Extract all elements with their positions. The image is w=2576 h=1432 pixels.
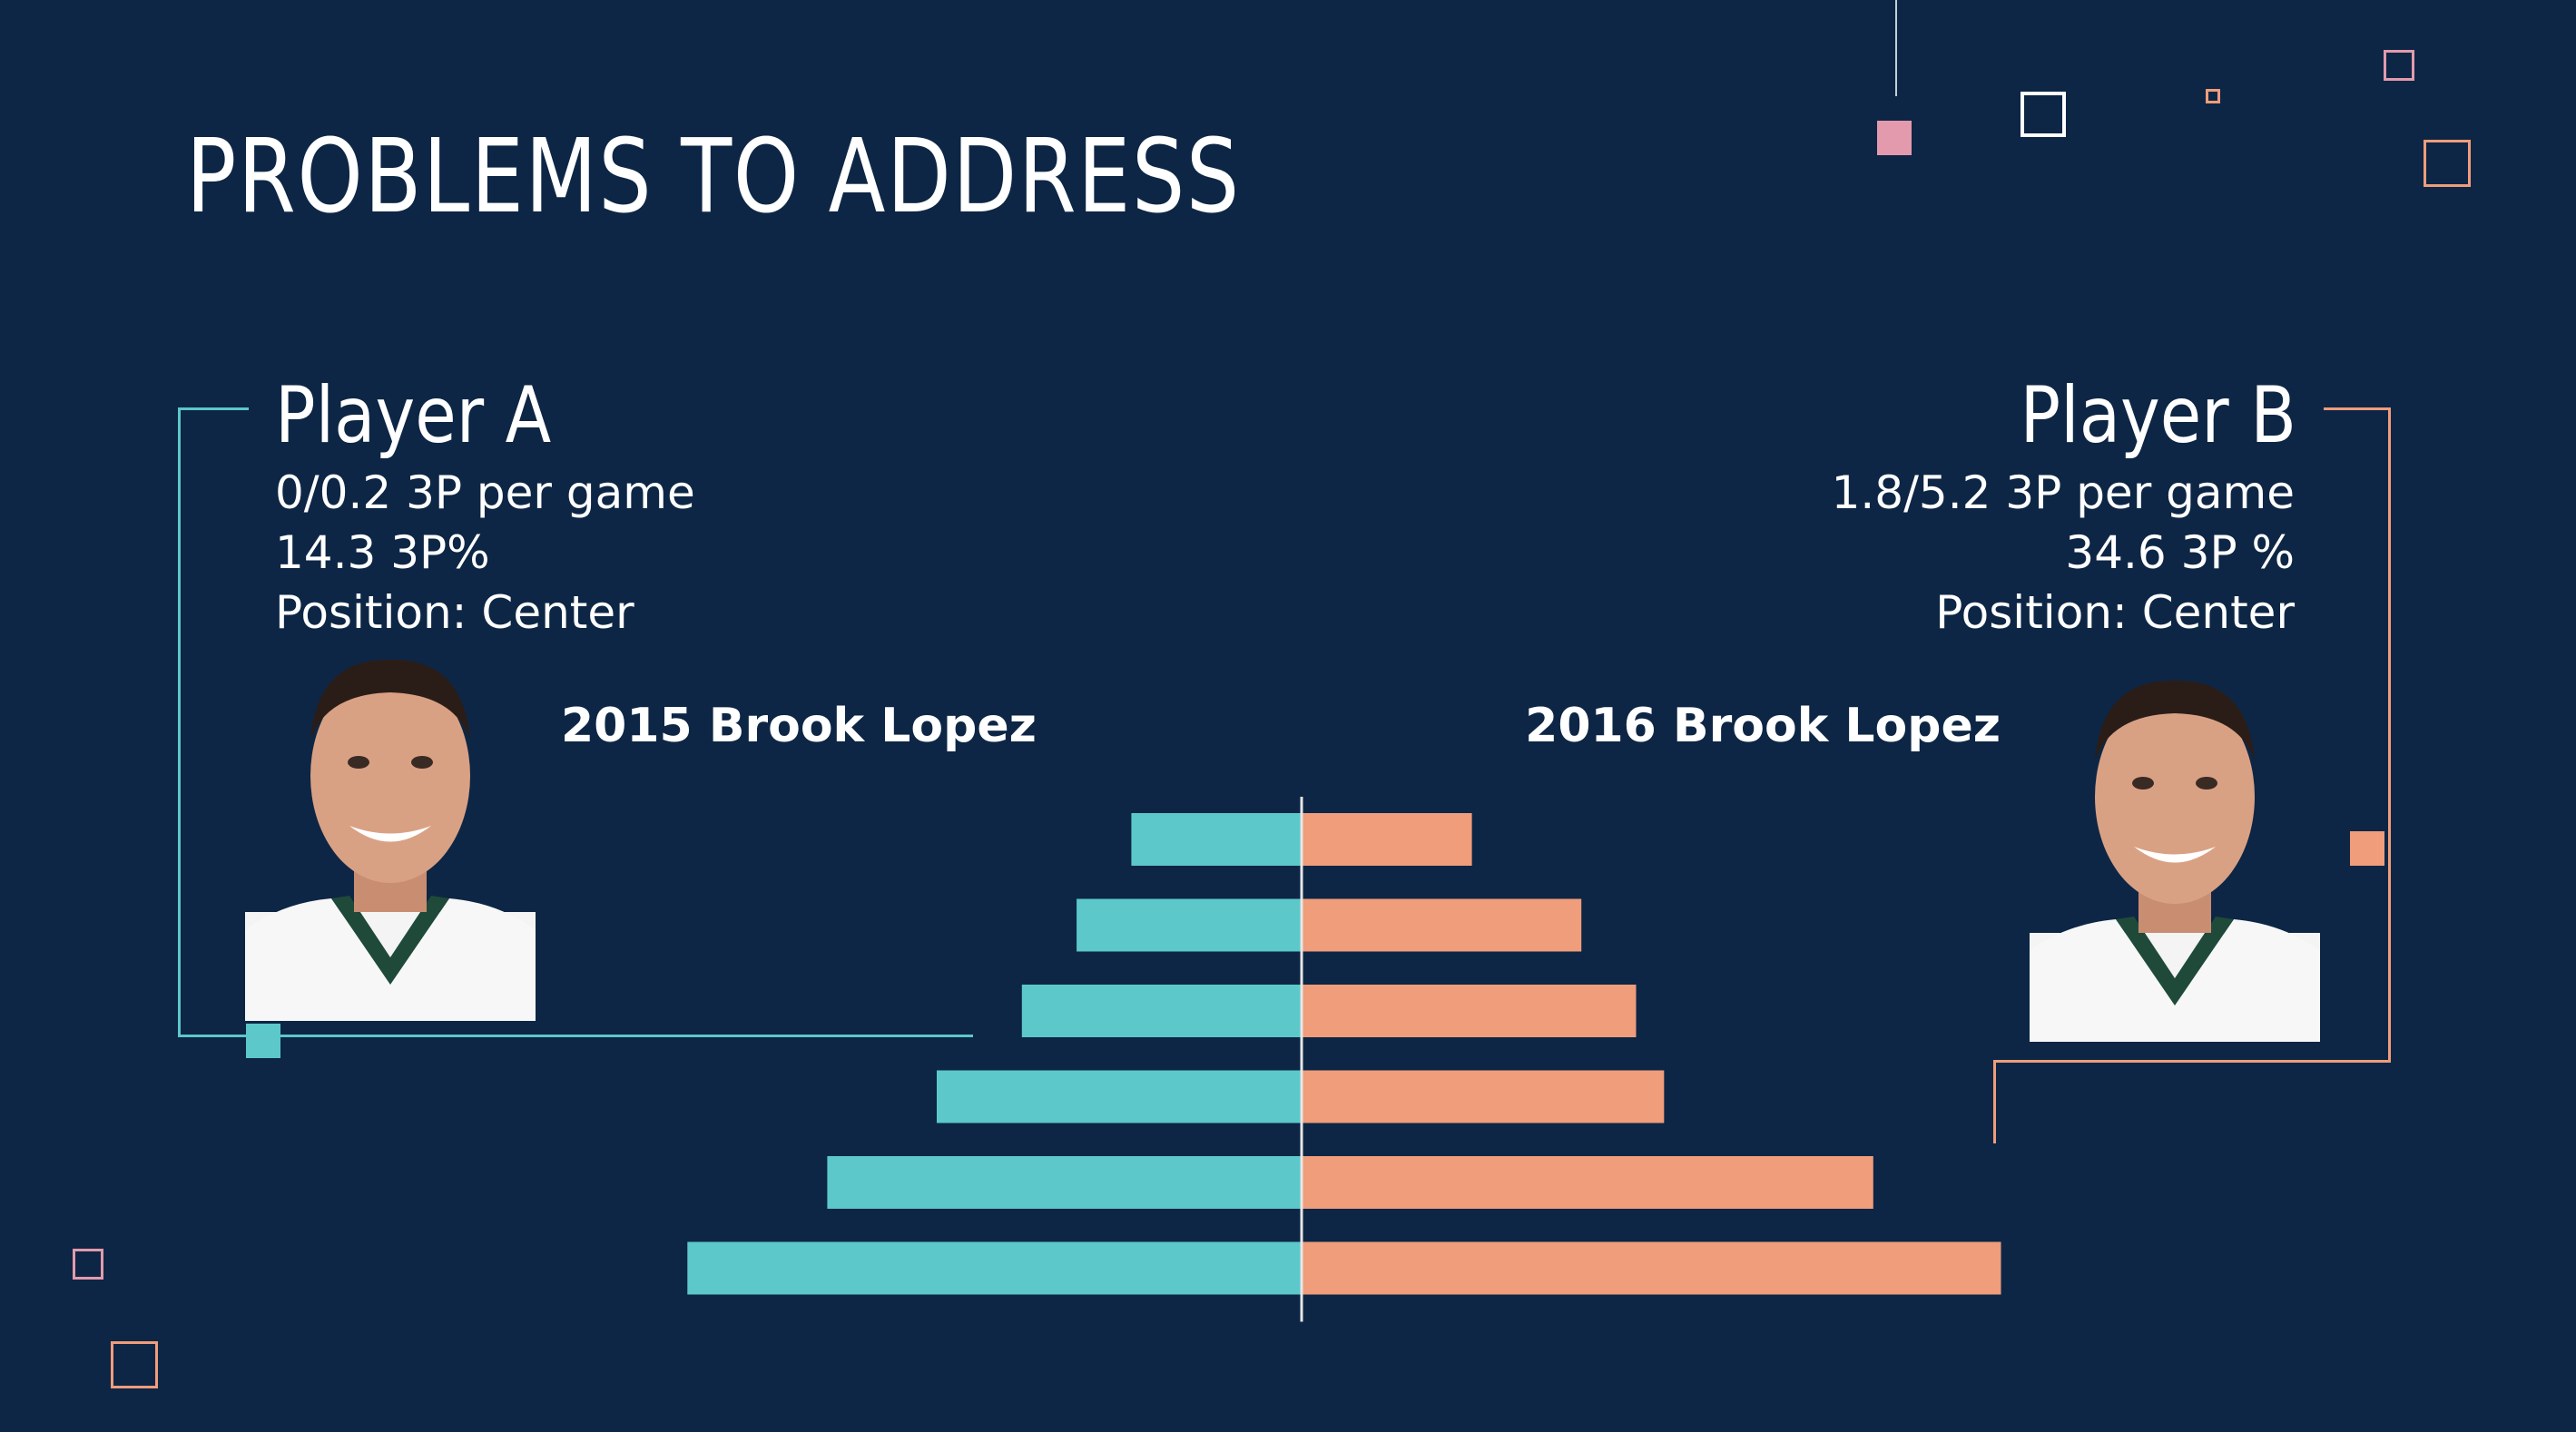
player-b-stat-3p-per-game: 1.8/5.2 3P per game [1831, 466, 2295, 519]
player-a-stat-3p-pct: 14.3 3P% [275, 526, 490, 579]
decor-vertical-line [1895, 0, 1897, 96]
season-label-2015: 2015 Brook Lopez [561, 699, 1037, 753]
bar-2015-5 [827, 1156, 1302, 1209]
player-b-bracket-drop [1993, 1060, 1996, 1143]
decor-square-pink-outline [2384, 50, 2414, 81]
bar-2015-2 [1077, 898, 1302, 952]
player-a-bracket [178, 407, 973, 1037]
player-b-stat-position: Position: Center [1935, 586, 2295, 639]
player-a-stats: 0/0.2 3P per game 14.3 3P% Position: Cen… [275, 463, 695, 642]
season-label-2016: 2016 Brook Lopez [1525, 699, 2001, 753]
decor-square-pink [1877, 121, 1912, 155]
decor-square-salmon-outline [2424, 140, 2471, 187]
bar-2015-6 [687, 1241, 1302, 1295]
decor-square-small-salmon [2206, 89, 2220, 103]
bar-2016-3 [1302, 985, 1637, 1037]
player-a-portrait [245, 659, 536, 1021]
bar-2016-5 [1302, 1156, 1873, 1209]
slide-title: PROBLEMS TO ADDRESS [186, 118, 1241, 236]
player-b-stat-3p-pct: 34.6 3P % [2065, 526, 2295, 579]
player-b-portrait [2030, 680, 2320, 1042]
bar-2015-4 [937, 1070, 1302, 1123]
bar-2015-3 [1021, 985, 1302, 1037]
player-b-accent-square [2350, 831, 2384, 866]
player-b-stats: 1.8/5.2 3P per game 34.6 3P % Position: … [1832, 463, 2295, 642]
player-a-bracket-top [178, 407, 249, 410]
player-a-accent-square [246, 1024, 280, 1058]
player-a-stat-position: Position: Center [275, 586, 634, 639]
player-b-name: Player B [2020, 370, 2296, 461]
player-b-bracket [1993, 407, 2391, 1063]
player-a-name: Player A [275, 370, 552, 461]
bar-2015-1 [1131, 813, 1302, 866]
decor-square-outline [2020, 92, 2066, 137]
bar-2016-2 [1302, 898, 1582, 952]
bar-2016-4 [1302, 1070, 1665, 1123]
bar-2016-6 [1302, 1241, 2001, 1295]
bar-2016-1 [1302, 813, 1472, 866]
player-a-stat-3p-per-game: 0/0.2 3P per game [275, 466, 695, 519]
player-b-bracket-top [2324, 407, 2391, 410]
decor-square-salmon-outline-bl [111, 1341, 158, 1388]
decor-square-pink-outline-bl [73, 1249, 103, 1280]
